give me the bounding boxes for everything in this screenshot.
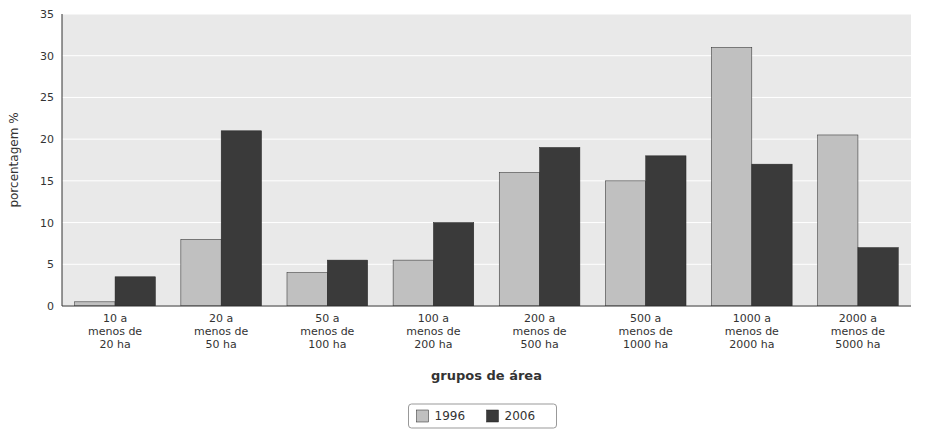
y-axis-line [62, 14, 63, 306]
grid-line [62, 14, 911, 15]
x-tick-label: 20 amenos de50 ha [194, 312, 248, 351]
bar [221, 131, 261, 306]
legend-box [409, 404, 557, 428]
y-tick-label: 35 [40, 8, 54, 21]
bar [115, 277, 155, 306]
x-axis-label: grupos de área [431, 368, 542, 383]
bar [540, 147, 580, 306]
legend-label: 1996 [435, 409, 466, 423]
x-tick-label: 500 amenos de1000 ha [619, 312, 673, 351]
x-tick-label: 10 amenos de20 ha [88, 312, 142, 351]
bar [752, 164, 792, 306]
x-tick-label: 2000 amenos de5000 ha [831, 312, 885, 351]
x-tick-label: 1000 amenos de2000 ha [725, 312, 779, 351]
chart: 0 5 10 15 20 25 30 35 10 amenos de20 ha 20 amenos… [0, 0, 927, 438]
y-tick-label: 25 [40, 91, 54, 104]
bar [646, 156, 686, 306]
x-axis: 10 amenos de20 ha 20 amenos de50 ha 50 ame… [88, 312, 885, 351]
bar [605, 181, 645, 306]
bar [711, 47, 751, 306]
bar [287, 273, 327, 306]
plot-background [62, 14, 911, 306]
grid-line [62, 306, 911, 307]
legend-swatch [417, 410, 429, 422]
y-tick-label: 10 [40, 217, 54, 230]
bar [858, 248, 898, 306]
bar [433, 223, 473, 306]
y-tick-label: 30 [40, 50, 54, 63]
x-tick-label: 200 amenos de500 ha [512, 312, 566, 351]
y-tick-label: 20 [40, 133, 54, 146]
y-tick-label: 15 [40, 175, 54, 188]
y-tick-label: 5 [47, 258, 54, 271]
x-tick-label: 50 amenos de100 ha [300, 312, 354, 351]
bar [393, 260, 433, 306]
grid-line [62, 55, 911, 56]
x-tick-label: 100 amenos de200 ha [406, 312, 460, 351]
grid-line [62, 97, 911, 98]
y-axis-label: porcentagem % [7, 112, 21, 207]
grid-line [62, 139, 911, 140]
x-axis-line [62, 306, 911, 307]
chart-container: 0 5 10 15 20 25 30 35 10 amenos de20 ha 20 amenos… [0, 0, 927, 438]
bar [75, 302, 115, 306]
bar [327, 260, 367, 306]
legend-swatch [487, 410, 499, 422]
bar [181, 239, 221, 306]
legend-label: 2006 [505, 409, 536, 423]
bar [818, 135, 858, 306]
y-axis: 0 5 10 15 20 25 30 35 [40, 8, 911, 313]
y-tick-label: 0 [47, 300, 54, 313]
bars [75, 47, 899, 306]
legend: 1996 2006 [409, 404, 557, 428]
bar [499, 173, 539, 306]
